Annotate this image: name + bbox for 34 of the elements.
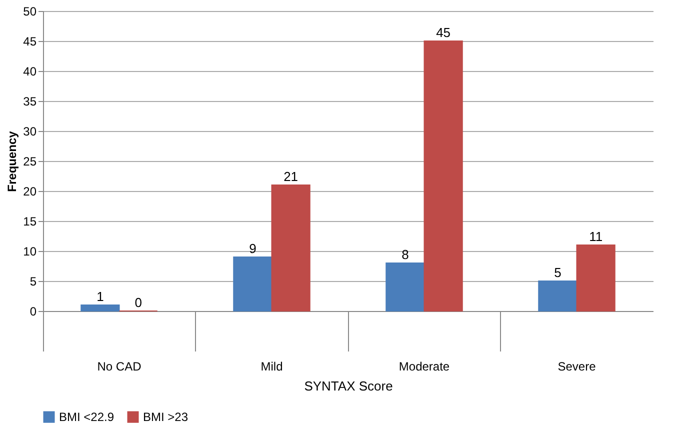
bar (538, 280, 578, 312)
bar (424, 40, 463, 312)
y-tick-label: 0 (30, 304, 37, 318)
x-tick-label: Moderate (398, 360, 450, 374)
bar (386, 262, 425, 312)
x-tick-label: Severe (558, 360, 596, 374)
y-tick-label: 30 (23, 124, 37, 138)
data-label: 8 (402, 247, 409, 262)
bar (233, 256, 272, 312)
y-tick-label: 45 (23, 34, 37, 48)
y-axis-title: Frequency (5, 130, 20, 192)
x-tick-label: No CAD (97, 360, 142, 374)
x-axis-title: SYNTAX Score (304, 378, 393, 394)
data-label: 0 (134, 295, 142, 310)
y-tick-label: 50 (23, 4, 37, 18)
x-tick-label: Mild (260, 360, 283, 374)
bar (80, 304, 120, 312)
y-tick-label: 25 (23, 154, 37, 168)
y-tick-label: 5 (30, 274, 37, 288)
data-label: 5 (554, 265, 562, 280)
data-label: 9 (249, 241, 256, 256)
y-tick-label: 35 (23, 94, 37, 108)
y-tick-label: 40 (23, 64, 37, 78)
data-label: 1 (96, 289, 104, 304)
y-tick-label: 10 (23, 244, 37, 258)
data-label: 45 (436, 25, 451, 40)
legend-label: BMI <22.9 (59, 410, 114, 423)
data-label: 21 (284, 169, 298, 184)
legend-label: BMI >23 (143, 410, 188, 423)
y-tick-label: 20 (23, 184, 37, 198)
bar (271, 184, 310, 312)
data-label: 11 (589, 229, 603, 244)
bar (576, 244, 616, 312)
y-tick-label: 15 (23, 214, 37, 228)
